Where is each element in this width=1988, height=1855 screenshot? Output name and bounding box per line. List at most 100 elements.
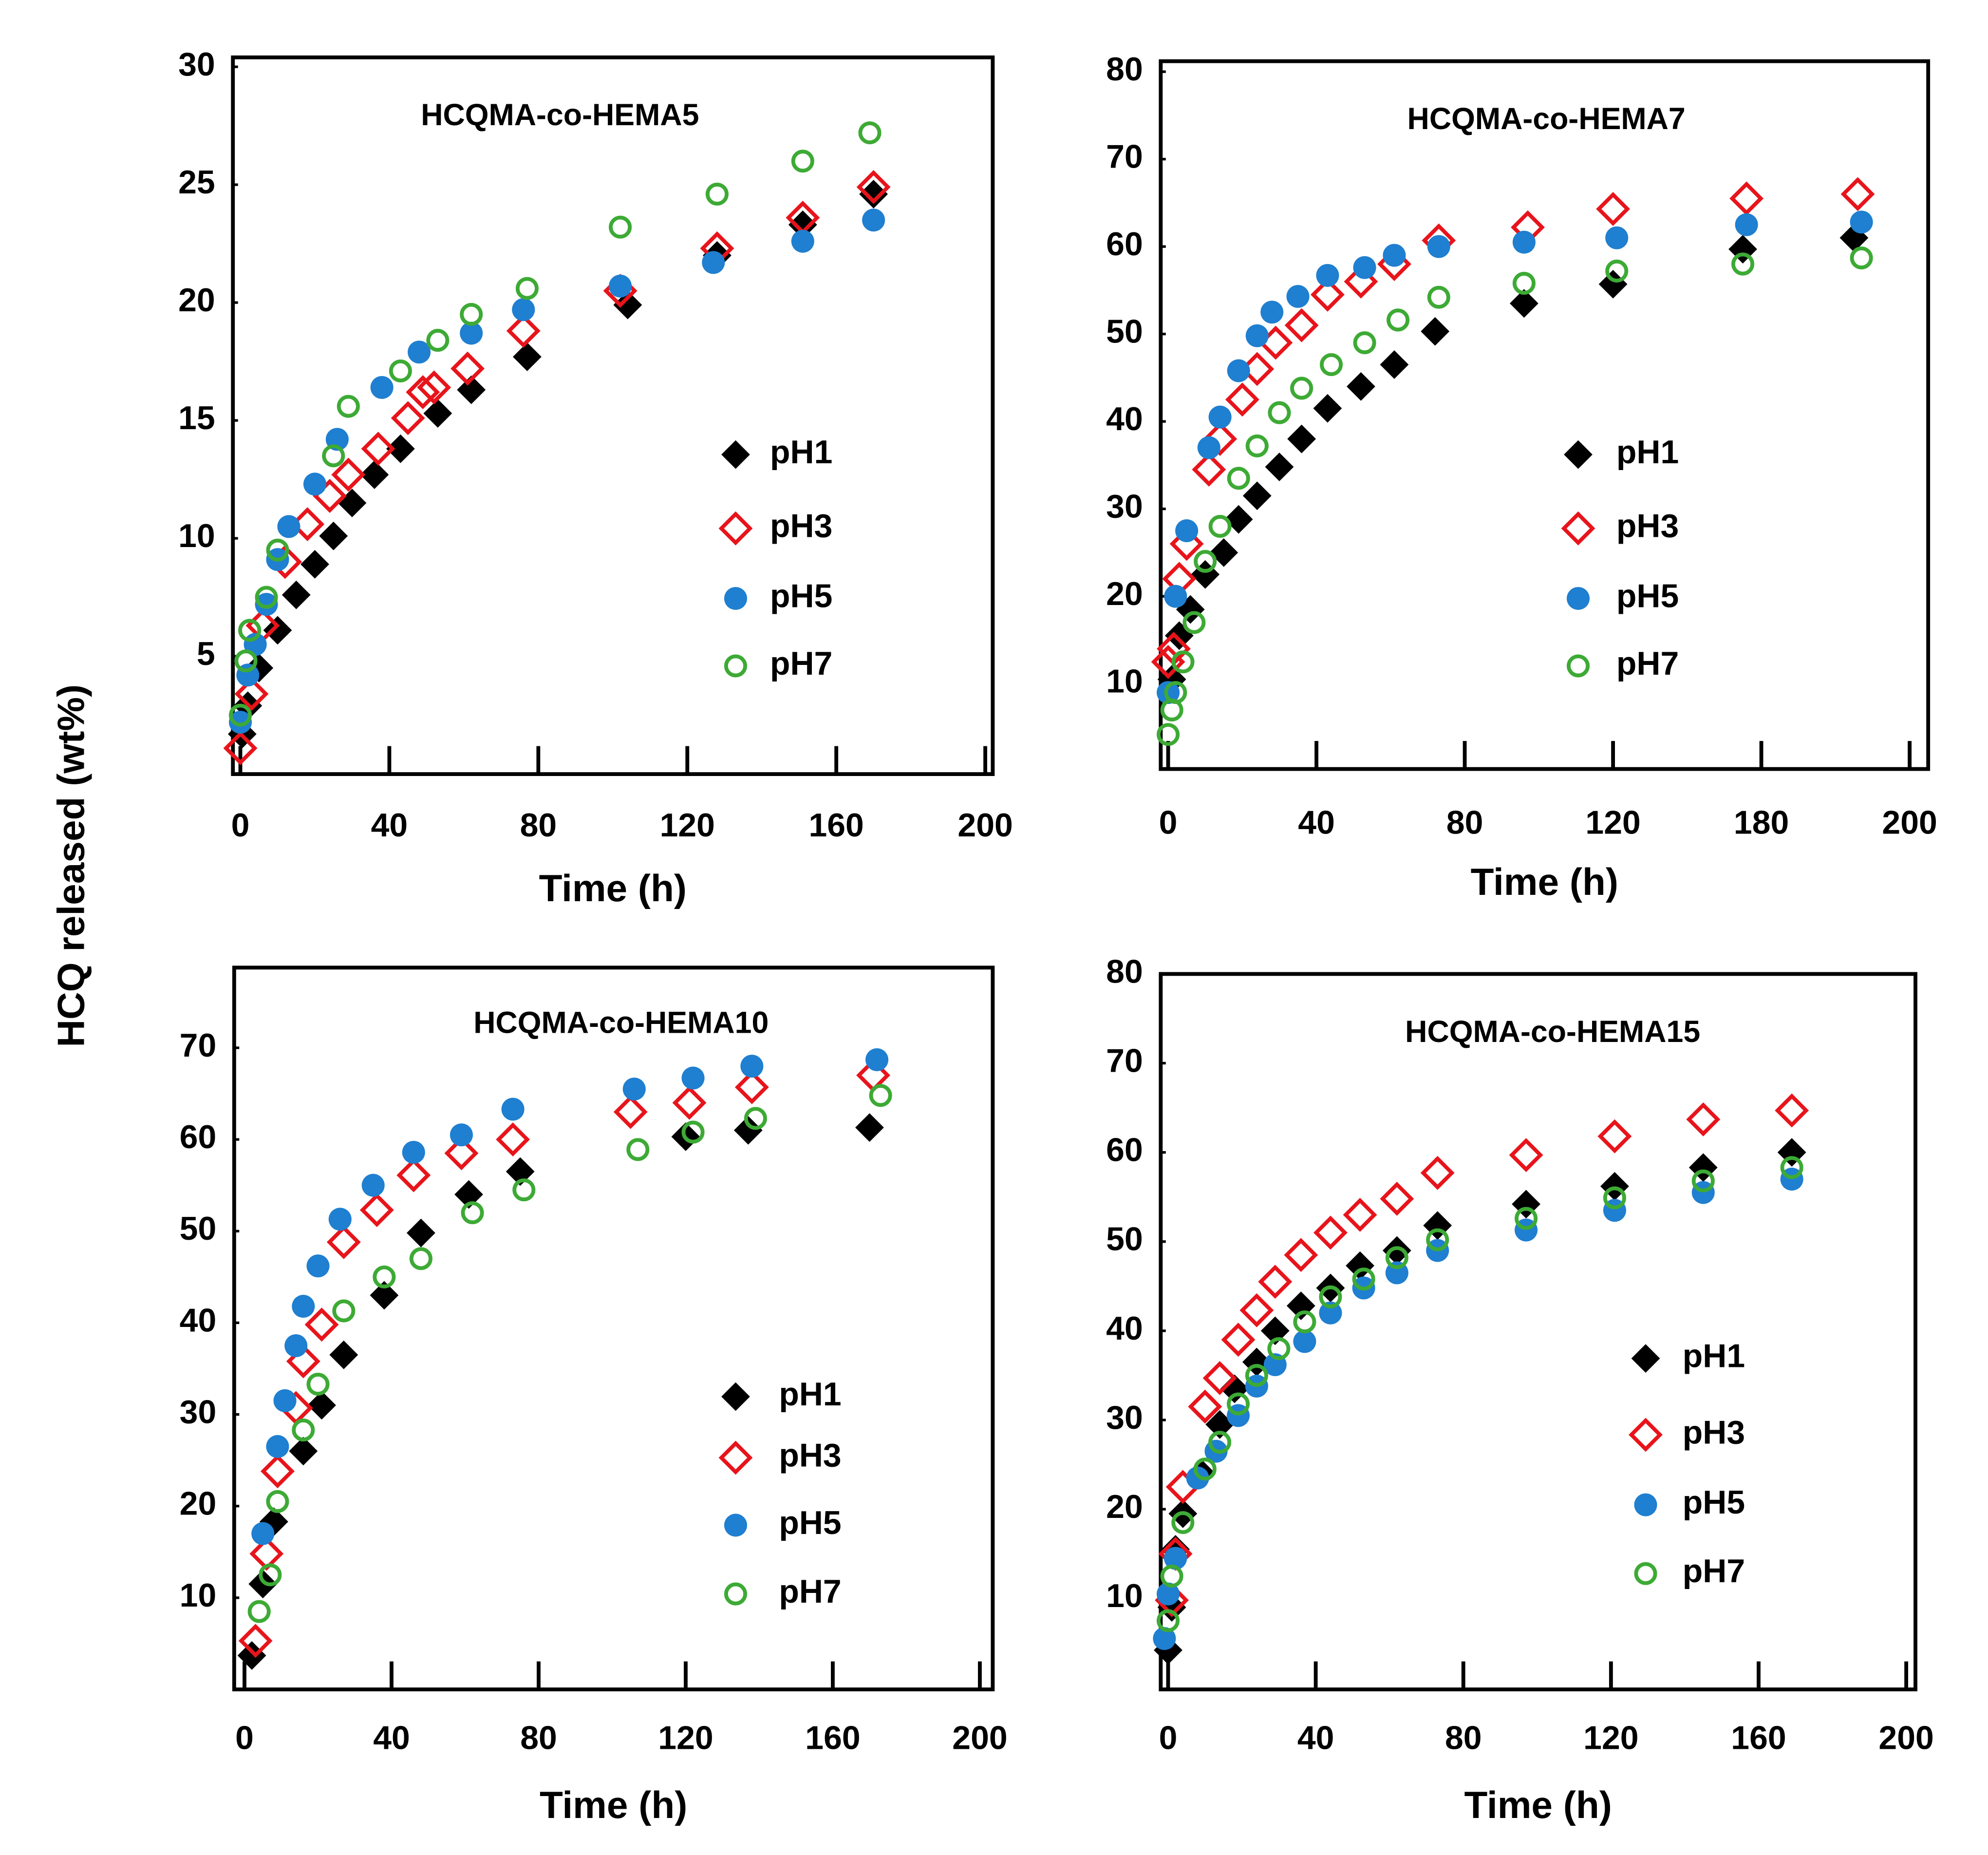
marker [513,342,542,371]
marker [862,208,885,232]
marker [266,538,289,562]
x-axis-label: Time (h) [539,867,687,909]
marker [613,290,642,320]
marker [1268,401,1291,424]
marker [1380,1181,1414,1216]
marker [331,457,366,492]
marker [1421,317,1450,346]
marker [1164,585,1187,608]
y-tick-label: 80 [1106,953,1143,990]
marker [337,395,360,418]
marker [1260,301,1284,324]
marker [734,1070,769,1104]
marker [328,1208,352,1231]
marker [290,507,325,542]
marker [1385,1246,1408,1269]
legend-marker [724,654,748,678]
legend-label: pH5 [1616,577,1679,614]
marker [1239,1293,1274,1327]
y-tick-label: 80 [1106,51,1143,88]
marker [1343,1197,1377,1232]
marker [1208,1431,1232,1454]
marker [501,1098,525,1121]
marker [417,370,451,405]
marker [1192,452,1226,487]
marker [277,515,300,538]
x-tick-label: 0 [1159,1720,1178,1757]
marker [306,1372,330,1396]
marker [450,1123,473,1147]
marker [1165,621,1194,650]
marker [1840,177,1875,211]
marker [303,473,327,496]
marker [1169,527,1204,561]
marker [1686,1102,1721,1136]
marker [1221,1323,1256,1357]
marker [251,1522,275,1545]
marker [1353,331,1376,355]
marker [744,1107,767,1130]
marker [1387,308,1410,332]
legend-label: pH7 [770,645,832,682]
marker [1160,1564,1183,1588]
marker [409,1247,432,1270]
chart-title: HCQMA-co-HEMA15 [1405,1015,1700,1049]
legend-marker [1566,587,1590,610]
legend-label: pH5 [770,577,832,614]
marker [234,677,269,711]
marker [1194,549,1217,573]
marker [332,1299,356,1323]
legend-marker [1634,1562,1657,1585]
legend-marker [1566,654,1590,678]
marker [626,1138,650,1161]
marker [370,1281,399,1310]
y-tick-label: 50 [180,1210,217,1247]
marker [281,580,311,609]
marker [1603,1186,1626,1210]
x-tick-label: 160 [808,807,863,844]
marker [237,1641,266,1670]
y-tick-label: 50 [1106,313,1143,350]
marker [1353,256,1376,279]
marker [1157,723,1180,746]
marker [373,1265,396,1288]
marker [1267,1337,1291,1361]
marker [515,277,539,300]
marker [1380,350,1409,379]
marker [1164,1547,1187,1570]
marker [307,1391,336,1420]
marker [1320,353,1343,377]
marker [1265,453,1294,481]
marker [1186,1466,1209,1490]
y-tick-label: 40 [1106,1310,1143,1347]
x-tick-label: 40 [371,807,408,844]
marker [1182,611,1206,634]
legend-marker [1564,440,1593,469]
y-tick-label: 70 [1106,1042,1143,1079]
legend-label: pH1 [770,434,832,471]
marker [512,1178,536,1202]
marker [1383,244,1406,267]
marker [229,711,252,734]
x-tick-label: 0 [235,1720,254,1757]
x-tick-label: 200 [1882,804,1937,841]
x-tick-label: 80 [520,1720,557,1757]
legend-label: pH5 [1683,1484,1745,1521]
legend-marker [721,1382,750,1411]
marker [408,341,431,364]
marker [1171,650,1195,674]
legend-marker [1629,1418,1663,1452]
marker [266,1490,289,1513]
marker [512,298,535,322]
marker [255,586,278,609]
marker [457,375,486,404]
marker [329,1340,358,1369]
marker [1209,538,1238,567]
marker [1605,259,1629,283]
x-tick-label: 200 [1878,1720,1933,1757]
legend-marker [1631,1344,1660,1373]
marker [402,1140,425,1164]
marker [1287,424,1316,454]
marker [1226,1392,1250,1416]
y-tick-label: 60 [1106,226,1143,263]
